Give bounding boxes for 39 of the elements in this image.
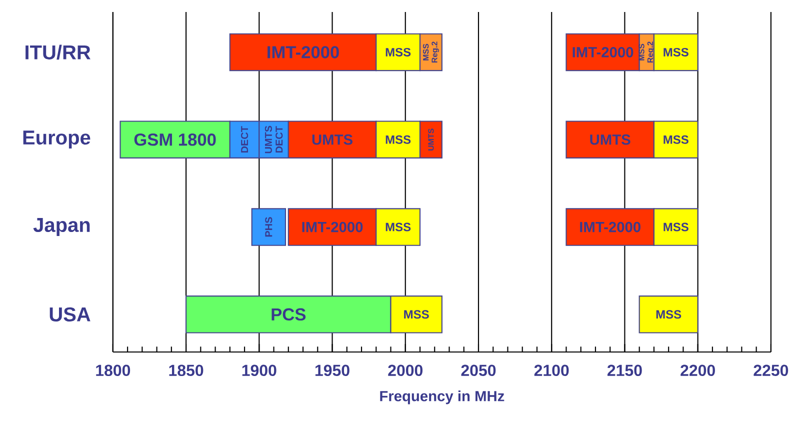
series-label: IMT-2000 <box>572 47 634 58</box>
x-tick-label: 1950 <box>315 364 350 376</box>
y-tick-label: Japan <box>33 218 90 236</box>
series-label: GSM 1800 <box>134 133 216 146</box>
text: MSS <box>664 222 688 232</box>
text: MSS <box>656 310 682 319</box>
text: MSS <box>404 310 429 319</box>
series-label: UMTS DECT <box>264 126 283 154</box>
x-tick-label: 1800 <box>96 364 130 376</box>
x-axis-title: Frequency in MHz <box>380 390 504 404</box>
series-label: UMTS <box>312 134 352 145</box>
series-label: MSS <box>386 48 411 56</box>
x-tick-label: 2050 <box>461 364 496 376</box>
series-label: MSS Reg.2 <box>638 42 655 63</box>
y-tick-label: Europe <box>23 130 90 149</box>
y-tick-label: USA <box>50 307 90 322</box>
x-tick-label: 2150 <box>607 364 642 376</box>
text: IMT-2000 <box>580 222 640 232</box>
series-label: MSS Reg.2 <box>423 42 439 63</box>
series-label: UMTS <box>590 134 630 145</box>
text: IMT-2000 <box>302 222 363 232</box>
series-label: IMT-2000 <box>268 46 339 58</box>
series-label: MSS <box>664 48 688 56</box>
x-tick-label: 1850 <box>169 364 204 376</box>
x-tick-label: 2000 <box>388 364 423 376</box>
x-tick-label: 2200 <box>680 364 715 376</box>
text: MSS <box>664 135 688 144</box>
x-tick-label: 2100 <box>534 364 569 376</box>
series-label: PCS <box>272 308 306 321</box>
series-label: DECT <box>240 126 248 153</box>
bar <box>638 296 698 334</box>
text: MSS <box>386 222 411 232</box>
series-label: PHS <box>265 217 272 237</box>
y-tick-label: ITU/RR <box>26 44 90 60</box>
x-tick-label: 2250 <box>754 364 788 376</box>
text: MSS <box>386 135 411 144</box>
bar <box>251 208 286 246</box>
series-label: UMTS <box>428 128 434 150</box>
x-tick-label: 1900 <box>242 364 276 376</box>
